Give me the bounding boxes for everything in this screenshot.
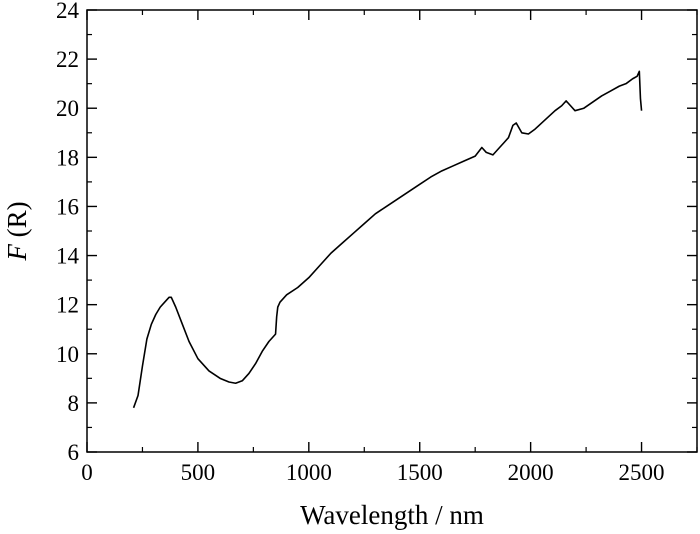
y-tick-label: 14 xyxy=(56,244,80,269)
y-tick-label: 12 xyxy=(56,293,79,318)
major-ticks xyxy=(86,9,697,453)
x-tick-label: 2500 xyxy=(619,460,665,485)
y-tick-labels: 6 8 10 12 14 16 18 20 22 24 xyxy=(56,0,80,465)
x-tick-label: 1500 xyxy=(397,460,443,485)
x-tick-label: 1000 xyxy=(286,460,332,485)
y-tick-label: 6 xyxy=(68,440,80,465)
x-tick-label: 2000 xyxy=(508,460,554,485)
y-axis-title-unit: (R) xyxy=(2,201,32,244)
y-tick-label: 16 xyxy=(56,194,79,219)
x-tick-label: 500 xyxy=(181,460,216,485)
series-line xyxy=(132,70,643,409)
x-tick-labels: 0 500 1000 1500 2000 2500 xyxy=(81,460,664,485)
y-tick-label: 10 xyxy=(56,342,79,367)
y-tick-label: 22 xyxy=(56,47,79,72)
y-tick-label: 8 xyxy=(68,391,80,416)
x-tick-label: 0 xyxy=(81,460,93,485)
y-tick-label: 18 xyxy=(56,145,79,170)
y-tick-label: 24 xyxy=(56,0,80,23)
y-axis-title: F (R) xyxy=(2,201,32,261)
x-axis-title: Wavelength / nm xyxy=(300,500,484,530)
y-tick-label: 20 xyxy=(56,96,79,121)
plot-frame xyxy=(86,9,698,453)
minor-ticks xyxy=(87,10,698,452)
y-axis-title-symbol: F xyxy=(2,244,32,262)
